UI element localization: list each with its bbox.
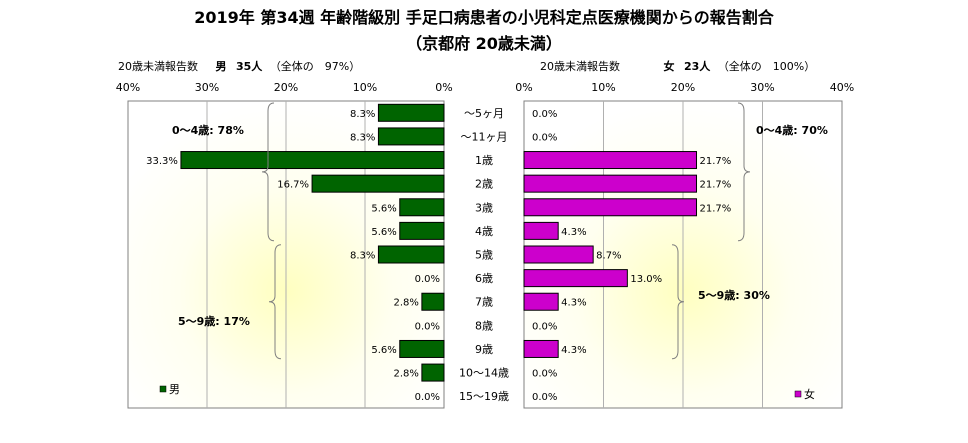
male-data-label: 16.7% (277, 180, 309, 191)
female-tick-label: 40% (830, 81, 854, 94)
male-bar (377, 103, 445, 122)
male-tick-label: 30% (195, 81, 219, 94)
male-data-label: 8.3% (350, 251, 375, 262)
category-label: 3歳 (475, 201, 493, 214)
male-tick-label: 0% (435, 81, 452, 94)
male-header-sex: 男 (215, 60, 227, 73)
female-bar (523, 198, 698, 217)
male-data-label: 5.6% (371, 203, 396, 214)
female-legend-swatch (794, 390, 802, 398)
female-bar (523, 151, 698, 170)
male-data-label: 5.6% (371, 227, 396, 238)
male-bar (399, 221, 445, 240)
female-header-share: （全体の 100%） (717, 60, 816, 73)
female-legend-label: 女 (804, 387, 815, 401)
male-data-label: 5.6% (371, 345, 396, 356)
female-bar (523, 221, 559, 240)
female-data-label: 21.7% (700, 180, 732, 191)
female-tick-label: 20% (671, 81, 695, 94)
male-bar (399, 198, 445, 217)
female-group-brace (737, 102, 751, 242)
category-label: 5歳 (475, 249, 493, 262)
male-data-label: 2.8% (393, 298, 418, 309)
male-bar (421, 363, 445, 382)
category-label: 8歳 (475, 319, 493, 332)
category-label: ～5ヶ月 (464, 107, 504, 120)
male-bar (421, 292, 445, 311)
male-data-label: 2.8% (393, 369, 418, 380)
female-data-label: 4.3% (561, 227, 586, 238)
male-bar (399, 339, 445, 358)
female-data-label: 4.3% (561, 345, 586, 356)
female-header: 20歳未満報告数 女 23人 （全体の 100%） (540, 58, 815, 74)
category-label: 10～14歳 (459, 367, 509, 380)
female-data-label: 8.7% (596, 251, 621, 262)
male-header-label: 20歳未満報告数 (118, 60, 198, 73)
male-data-label: 0.0% (415, 392, 440, 403)
male-tick-label: 40% (116, 81, 140, 94)
female-data-label: 13.0% (630, 274, 662, 285)
female-header-count: 23人 (684, 60, 711, 73)
female-bar (523, 269, 628, 288)
female-tick-label: 10% (591, 81, 615, 94)
female-tick-label: 30% (750, 81, 774, 94)
female-header-label: 20歳未満報告数 (540, 60, 620, 73)
female-tick-label: 0% (515, 81, 532, 94)
male-5-9-annotation: 5～9歳: 17% (178, 314, 250, 328)
category-label: 2歳 (475, 178, 493, 191)
female-bar (523, 292, 559, 311)
male-bar (180, 151, 445, 170)
female-data-label: 0.0% (532, 132, 557, 143)
female-0-4-annotation: 0～4歳: 70% (756, 123, 828, 137)
male-tick-label: 10% (353, 81, 377, 94)
category-label: 7歳 (475, 296, 493, 309)
female-header-sex: 女 (663, 60, 675, 73)
female-data-label: 21.7% (700, 156, 732, 167)
category-label: 15～19歳 (459, 390, 509, 403)
male-data-label: 0.0% (415, 321, 440, 332)
female-bar (523, 245, 594, 264)
female-data-label: 0.0% (532, 369, 557, 380)
female-data-label: 0.0% (532, 392, 557, 403)
male-data-label: 8.3% (350, 132, 375, 143)
female-data-label: 4.3% (561, 298, 586, 309)
female-bar (523, 339, 559, 358)
female-bar (523, 174, 698, 193)
male-legend-label: 男 (169, 383, 180, 396)
male-header: 20歳未満報告数 男 35人 （全体の 97%） (118, 58, 360, 74)
category-label: 6歳 (475, 272, 493, 285)
male-header-share: （全体の 97%） (269, 60, 361, 73)
male-data-label: 8.3% (350, 109, 375, 120)
female-data-label: 21.7% (700, 203, 732, 214)
category-label: ～11ヶ月 (461, 130, 508, 143)
female-5-9-annotation: 5～9歳: 30% (698, 288, 770, 302)
category-label: 4歳 (475, 225, 493, 238)
male-group-brace (268, 244, 282, 360)
male-group-brace (261, 102, 275, 242)
category-label: 1歳 (475, 154, 493, 167)
male-data-label: 33.3% (146, 156, 178, 167)
male-tick-label: 20% (274, 81, 298, 94)
male-bar (377, 127, 445, 146)
male-legend-swatch (159, 385, 167, 393)
female-group-brace (671, 244, 685, 360)
female-data-label: 0.0% (532, 109, 557, 120)
chart-title: 2019年 第34週 年齢階級別 手足口病患者の小児科定点医療機関からの報告割合 (194, 8, 774, 27)
male-header-count: 35人 (236, 60, 263, 73)
chart-subtitle: （京都府 20歳未満） (406, 34, 562, 53)
category-label: 9歳 (475, 343, 493, 356)
female-data-label: 0.0% (532, 321, 557, 332)
male-bar (377, 245, 445, 264)
male-data-label: 0.0% (415, 274, 440, 285)
male-0-4-annotation: 0～4歳: 78% (172, 123, 244, 137)
male-bar (311, 174, 445, 193)
